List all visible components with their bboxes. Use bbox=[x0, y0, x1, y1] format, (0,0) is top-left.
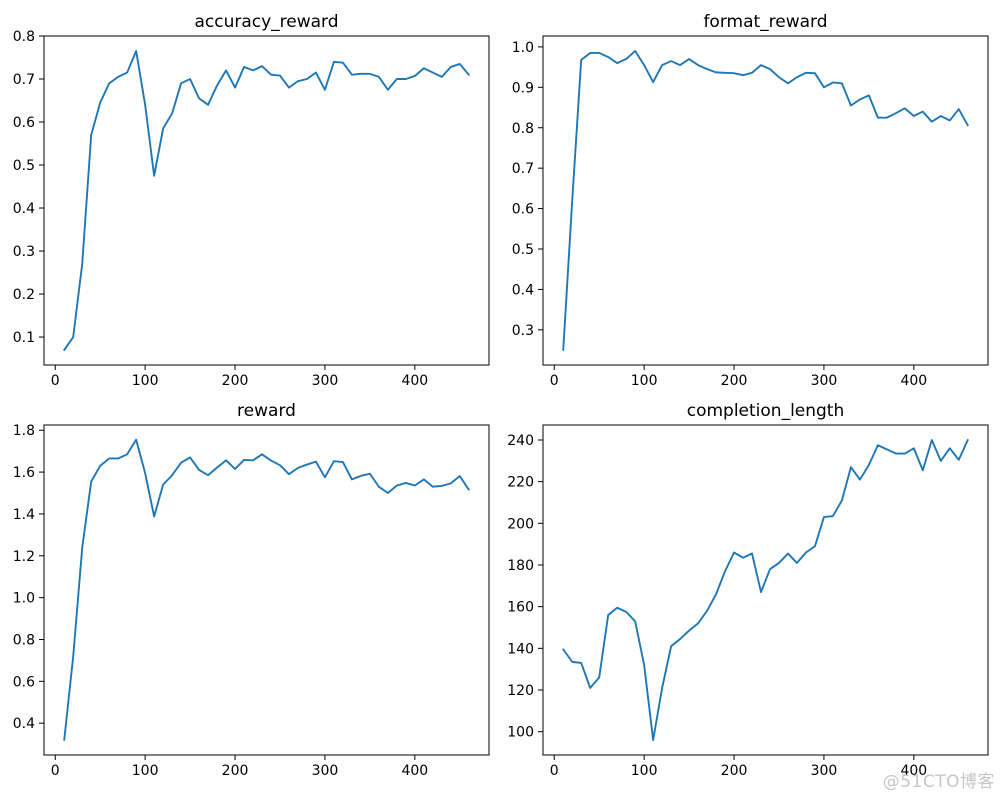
plot-area bbox=[43, 35, 490, 366]
chart-title: reward bbox=[237, 401, 296, 421]
subplot-completion-length: completion_length 0 100 200 300 400 100 120 140 1… bbox=[500, 400, 1000, 800]
y-tick-label: 0.4 bbox=[13, 716, 35, 732]
accuracy-reward-chart: accuracy_reward 0 100 200 300 400 0.1 0.2 0.3 0.4… bbox=[13, 12, 490, 389]
chart-title: accuracy_reward bbox=[194, 12, 338, 32]
y-tick-label: 0.9 bbox=[512, 80, 534, 96]
line-series bbox=[562, 439, 969, 741]
completion-length-chart: completion_length 0 100 200 300 400 100 120 140 1… bbox=[507, 401, 989, 779]
x-tick-label: 100 bbox=[132, 763, 159, 779]
format-reward-chart: format_reward 0 100 200 300 400 0.3 0.4 0.5 0.6 0.… bbox=[512, 12, 989, 389]
chart-title: completion_length bbox=[687, 401, 845, 421]
y-tick-label: 0.1 bbox=[13, 330, 35, 346]
plot-area bbox=[43, 424, 490, 756]
y-tick-label: 0.6 bbox=[13, 115, 35, 131]
chart-title: format_reward bbox=[703, 12, 827, 32]
x-tick-label: 0 bbox=[550, 373, 559, 389]
y-tick-label: 1.6 bbox=[13, 465, 35, 481]
y-tick-label: 240 bbox=[507, 433, 534, 449]
x-tick-label: 300 bbox=[811, 763, 838, 779]
y-tick-label: 1.2 bbox=[13, 549, 35, 565]
x-tick-label: 300 bbox=[312, 373, 339, 389]
y-tick-label: 0.3 bbox=[13, 244, 35, 260]
y-tick-label: 0.8 bbox=[13, 632, 35, 648]
x-tick-label: 0 bbox=[550, 763, 559, 779]
y-tick-label: 160 bbox=[507, 600, 534, 616]
y-tick-label: 0.6 bbox=[13, 674, 35, 690]
line-series bbox=[562, 50, 969, 351]
y-tick-label: 0.6 bbox=[512, 202, 534, 218]
x-tick-label: 400 bbox=[900, 763, 927, 779]
x-tick-label: 200 bbox=[721, 763, 748, 779]
y-tick-label: 1.0 bbox=[13, 591, 35, 607]
x-tick-label: 200 bbox=[222, 763, 249, 779]
x-tick-label: 100 bbox=[132, 373, 159, 389]
y-tick-label: 0.2 bbox=[13, 287, 35, 303]
x-tick-label: 0 bbox=[51, 763, 60, 779]
x-tick-label: 400 bbox=[401, 763, 428, 779]
subplot-reward: reward 0 100 200 300 400 0.4 0.6 0.8 1.0 1.2 1.4 1.6… bbox=[0, 400, 500, 800]
x-tick-label: 300 bbox=[312, 763, 339, 779]
y-tick-label: 1.8 bbox=[13, 423, 35, 439]
y-tick-label: 1.0 bbox=[512, 40, 534, 56]
watermark: @51CTO博客 bbox=[882, 772, 995, 792]
y-tick-label: 100 bbox=[507, 725, 534, 741]
x-tick-label: 200 bbox=[721, 373, 748, 389]
x-tick-label: 400 bbox=[401, 373, 428, 389]
y-tick-label: 0.4 bbox=[512, 282, 534, 298]
line-series bbox=[63, 50, 470, 351]
y-tick-label: 0.5 bbox=[13, 158, 35, 174]
reward-chart: reward 0 100 200 300 400 0.4 0.6 0.8 1.0 1.2 1.4 1.6… bbox=[13, 401, 490, 779]
y-tick-label: 1.4 bbox=[13, 507, 35, 523]
subplot-format-reward: format_reward 0 100 200 300 400 0.3 0.4 0.5 0.6 0.… bbox=[500, 0, 1000, 400]
line-series bbox=[63, 438, 470, 741]
y-tick-label: 0.7 bbox=[512, 161, 534, 177]
y-tick-label: 120 bbox=[507, 683, 534, 699]
x-tick-label: 100 bbox=[631, 373, 658, 389]
x-tick-label: 200 bbox=[222, 373, 249, 389]
plot-area bbox=[542, 35, 989, 366]
x-tick-label: 400 bbox=[900, 373, 927, 389]
x-tick-label: 300 bbox=[811, 373, 838, 389]
x-tick-label: 0 bbox=[51, 373, 60, 389]
y-tick-label: 0.7 bbox=[13, 72, 35, 88]
y-tick-label: 0.8 bbox=[512, 121, 534, 137]
y-tick-label: 0.8 bbox=[13, 29, 35, 45]
y-tick-label: 0.5 bbox=[512, 242, 534, 258]
y-tick-label: 220 bbox=[507, 475, 534, 491]
y-tick-label: 200 bbox=[507, 516, 534, 532]
y-tick-label: 0.4 bbox=[13, 201, 35, 217]
subplot-accuracy-reward: accuracy_reward 0 100 200 300 400 0.1 0.2 0.3 0.4… bbox=[0, 0, 500, 400]
y-tick-label: 180 bbox=[507, 558, 534, 574]
y-tick-label: 0.3 bbox=[512, 323, 534, 339]
plot-area bbox=[542, 424, 989, 756]
x-tick-label: 100 bbox=[631, 763, 658, 779]
y-tick-label: 140 bbox=[507, 641, 534, 657]
